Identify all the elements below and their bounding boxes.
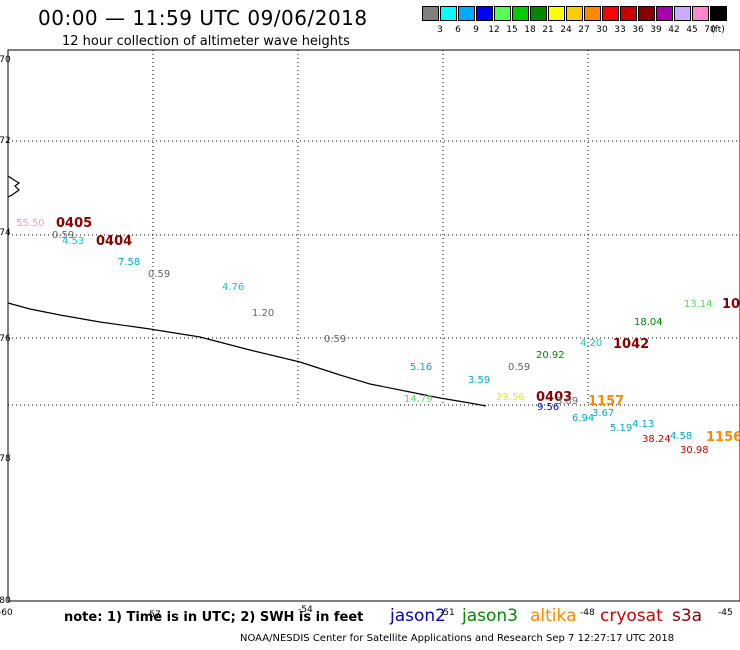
wave-height-value: 4.58 <box>670 431 693 442</box>
latitude-label: -76 <box>0 334 11 344</box>
legend-swatch <box>602 6 619 21</box>
latitude-label: -74 <box>0 228 11 238</box>
legend-label: 42 <box>668 25 680 35</box>
pass-time-label: 0403 <box>536 390 573 405</box>
legend-label: 30 <box>596 25 608 35</box>
longitude-label: -45 <box>718 608 733 618</box>
pass-time-label: 10 <box>722 297 740 312</box>
latitude-label: -80 <box>0 596 11 606</box>
wave-height-value: 20.92 <box>536 350 565 361</box>
wave-height-value: 0.59 <box>52 230 75 241</box>
longitude-label: -60 <box>0 608 13 618</box>
wave-height-value: 4.76 <box>222 282 245 293</box>
latitude-label: -70 <box>0 55 11 65</box>
legend-swatch <box>638 6 655 21</box>
pass-time-label: 1157 <box>588 394 625 409</box>
longitude-label: -51 <box>440 608 455 618</box>
island-outline <box>7 175 21 198</box>
legend-swatch <box>620 6 637 21</box>
wave-height-value: 18.04 <box>634 317 663 328</box>
satellite-label: s3a <box>672 606 703 626</box>
wave-height-value: 4.13 <box>632 419 655 430</box>
wave-height-value: 0.59 <box>508 362 531 373</box>
wave-height-value: 4.53 <box>62 236 85 247</box>
legend-swatch <box>674 6 691 21</box>
wave-height-value: 9.56 <box>537 402 560 413</box>
legend-label: 12 <box>488 25 500 35</box>
legend-swatch <box>584 6 601 21</box>
legend-swatch <box>530 6 547 21</box>
legend-swatch <box>422 6 439 21</box>
wave-height-value: 6.94 <box>572 413 595 424</box>
wave-height-value: 3.67 <box>592 408 615 419</box>
satellite-label: jason2 <box>390 606 446 626</box>
legend-swatch <box>458 6 475 21</box>
legend-unit: (ft) <box>711 25 725 35</box>
map-title: 00:00 — 11:59 UTC 09/06/2018 <box>38 6 368 30</box>
wave-height-value: 0.59 <box>148 269 171 280</box>
satellite-label: altika <box>530 606 577 626</box>
latitude-label: -78 <box>0 454 11 464</box>
legend-label: 39 <box>650 25 662 35</box>
legend-label: 36 <box>632 25 644 35</box>
legend-label: 24 <box>560 25 572 35</box>
wave-height-value: 23.56 <box>496 392 525 403</box>
wave-height-value: 38.24 <box>642 434 671 445</box>
wave-height-value: 7.58 <box>118 257 141 268</box>
coastline <box>7 302 487 407</box>
map-subtitle: 12 hour collection of altimeter wave hei… <box>62 34 350 49</box>
legend-label: 45 <box>686 25 698 35</box>
legend-swatch <box>548 6 565 21</box>
legend-label: 70 <box>704 25 716 35</box>
legend-swatch <box>710 6 727 21</box>
pass-time-label: 0404 <box>96 234 133 249</box>
legend-swatch <box>494 6 511 21</box>
legend-swatch <box>656 6 673 21</box>
note-text: note: 1) Time is in UTC; 2) SWH is in fe… <box>64 610 364 625</box>
longitude-label: -54 <box>298 605 313 615</box>
legend-label: 15 <box>506 25 518 35</box>
wave-height-value: 1.20 <box>252 308 275 319</box>
legend-swatch <box>566 6 583 21</box>
pass-time-label: 1156 <box>706 430 740 445</box>
legend-swatch <box>512 6 529 21</box>
satellite-label: jason3 <box>462 606 518 626</box>
map-frame <box>7 49 740 602</box>
legend-label: 33 <box>614 25 626 35</box>
legend-label: 21 <box>542 25 554 35</box>
wave-height-value: 4.20 <box>580 338 603 349</box>
legend-label: 9 <box>473 25 479 35</box>
legend-label: 27 <box>578 25 590 35</box>
wave-height-value: 5.16 <box>410 362 433 373</box>
wave-height-value: 30.98 <box>680 445 709 456</box>
legend-label: 6 <box>455 25 461 35</box>
pass-time-label: 1042 <box>613 337 650 352</box>
wave-height-value: 14.79 <box>404 394 433 405</box>
legend-label: 18 <box>524 25 536 35</box>
longitude-label: -57 <box>146 610 161 620</box>
wave-height-value: 13.14 <box>684 299 713 310</box>
wave-height-value: 55.50 <box>16 218 45 229</box>
longitude-label: -48 <box>580 608 595 618</box>
legend-swatch <box>440 6 457 21</box>
wave-height-value: 3.59 <box>468 375 491 386</box>
legend-label: 3 <box>437 25 443 35</box>
pass-time-label: 0405 <box>56 216 93 231</box>
legend-swatch <box>692 6 709 21</box>
wave-height-value: 0.59 <box>324 334 347 345</box>
latitude-label: -72 <box>0 136 11 146</box>
footer-credit: NOAA/NESDIS Center for Satellite Applica… <box>240 633 675 644</box>
wave-height-value: 5.19 <box>610 423 633 434</box>
satellite-label: cryosat <box>600 606 663 626</box>
legend-swatch <box>476 6 493 21</box>
wave-height-value: 3.89 <box>556 396 579 407</box>
